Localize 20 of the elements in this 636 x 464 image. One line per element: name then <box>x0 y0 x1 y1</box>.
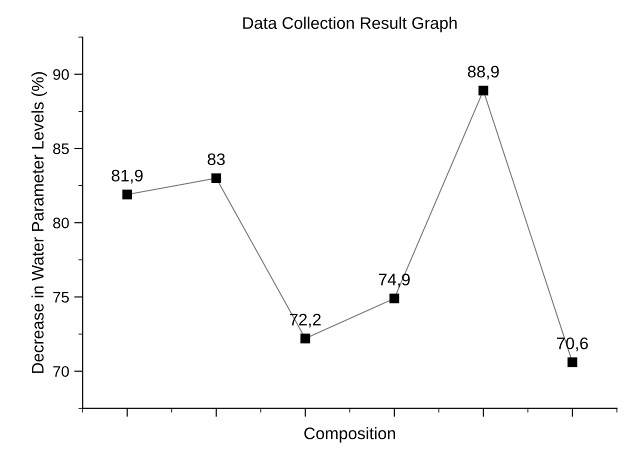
y-tick-label: 85 <box>53 143 69 154</box>
y-tick-label: 80 <box>53 218 69 228</box>
point <box>568 357 578 368</box>
y-tick-label: 70 <box>53 366 69 377</box>
x-axis-title: Composition <box>304 427 396 443</box>
point <box>122 190 132 200</box>
chart-title: Data Collection Result Graph <box>243 16 457 32</box>
point <box>300 334 310 344</box>
data-label: 83 <box>208 153 225 166</box>
y-axis-title: Decrease in Water Parameter Levels (%) <box>31 72 47 373</box>
point <box>211 173 222 184</box>
data-label: 70,6 <box>557 337 588 352</box>
data-label: 74,9 <box>378 274 410 288</box>
data-label: 88,9 <box>468 66 499 80</box>
data-label: 81,9 <box>112 170 143 184</box>
data-label: 72,2 <box>290 314 321 328</box>
point <box>478 86 488 96</box>
y-tick-label: 90 <box>53 69 69 80</box>
point <box>389 294 400 304</box>
y-tick-label: 75 <box>53 292 69 303</box>
